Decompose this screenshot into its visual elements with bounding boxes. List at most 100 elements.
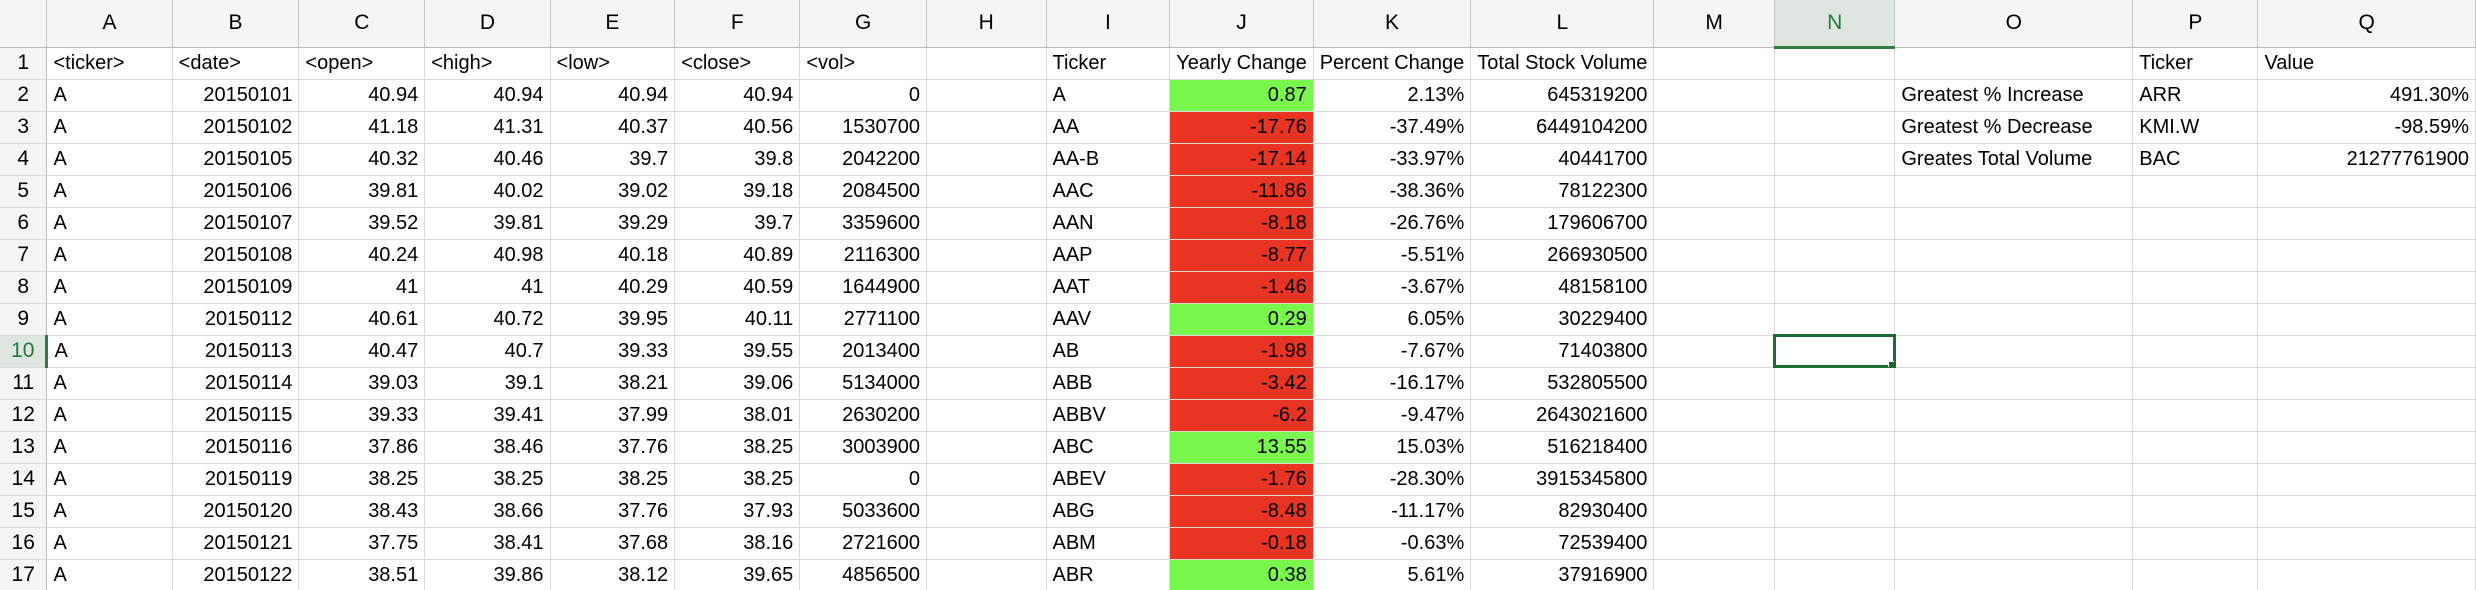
- cell-m3[interactable]: [1653, 111, 1775, 144]
- cell-k7[interactable]: -5.51%: [1313, 239, 1472, 272]
- cell-a3[interactable]: A: [46, 111, 173, 144]
- cell-h8[interactable]: [926, 271, 1047, 304]
- cell-p9[interactable]: [2132, 303, 2259, 336]
- cell-i6[interactable]: AAN: [1046, 207, 1171, 240]
- cell-i7[interactable]: AAP: [1046, 239, 1171, 272]
- cell-h1[interactable]: [926, 47, 1047, 80]
- cell-o14[interactable]: [1894, 463, 2134, 496]
- cell-i12[interactable]: ABBV: [1046, 399, 1171, 432]
- cell-c16[interactable]: 37.75: [298, 527, 426, 560]
- cell-f9[interactable]: 40.11: [674, 303, 801, 336]
- cell-a16[interactable]: A: [46, 527, 173, 560]
- cell-m6[interactable]: [1653, 207, 1775, 240]
- column-header-d[interactable]: D: [424, 0, 551, 48]
- row-header-3[interactable]: 3: [0, 111, 48, 144]
- cell-n14[interactable]: [1774, 463, 1896, 496]
- cell-b8[interactable]: 20150109: [172, 271, 300, 304]
- cell-m7[interactable]: [1653, 239, 1775, 272]
- cell-o8[interactable]: [1894, 271, 2134, 304]
- cell-n3[interactable]: [1774, 111, 1896, 144]
- cell-d10[interactable]: 40.7: [424, 335, 551, 368]
- cell-p11[interactable]: [2132, 367, 2259, 400]
- cell-l5[interactable]: 78122300: [1470, 175, 1655, 208]
- column-header-j[interactable]: J: [1169, 0, 1314, 48]
- cell-a11[interactable]: A: [46, 367, 173, 400]
- cell-k8[interactable]: -3.67%: [1313, 271, 1472, 304]
- cell-f7[interactable]: 40.89: [674, 239, 801, 272]
- row-header-12[interactable]: 12: [0, 399, 48, 432]
- cell-l4[interactable]: 40441700: [1470, 143, 1655, 176]
- cell-g14[interactable]: 0: [799, 463, 928, 496]
- cell-k11[interactable]: -16.17%: [1313, 367, 1472, 400]
- cell-o6[interactable]: [1894, 207, 2134, 240]
- row-header-15[interactable]: 15: [0, 495, 48, 528]
- cell-f6[interactable]: 39.7: [674, 207, 801, 240]
- cell-j6[interactable]: -8.18: [1169, 207, 1314, 240]
- cell-g16[interactable]: 2721600: [799, 527, 928, 560]
- cell-g2[interactable]: 0: [799, 79, 928, 112]
- cell-h12[interactable]: [926, 399, 1047, 432]
- cell-g8[interactable]: 1644900: [799, 271, 928, 304]
- cell-h16[interactable]: [926, 527, 1047, 560]
- cell-n12[interactable]: [1774, 399, 1896, 432]
- cell-a8[interactable]: A: [46, 271, 173, 304]
- cell-g1[interactable]: <vol>: [799, 47, 928, 80]
- cell-o17[interactable]: [1894, 559, 2134, 590]
- column-header-e[interactable]: E: [550, 0, 676, 48]
- cell-p12[interactable]: [2132, 399, 2259, 432]
- cell-n17[interactable]: [1774, 559, 1896, 590]
- cell-p6[interactable]: [2132, 207, 2259, 240]
- cell-d5[interactable]: 40.02: [424, 175, 551, 208]
- cell-c3[interactable]: 41.18: [298, 111, 426, 144]
- row-header-14[interactable]: 14: [0, 463, 48, 496]
- cell-b1[interactable]: <date>: [172, 47, 300, 80]
- cell-p13[interactable]: [2132, 431, 2259, 464]
- cell-c6[interactable]: 39.52: [298, 207, 426, 240]
- cell-q14[interactable]: [2257, 463, 2476, 496]
- select-all-corner[interactable]: [0, 0, 48, 48]
- cell-k2[interactable]: 2.13%: [1313, 79, 1472, 112]
- cell-j11[interactable]: -3.42: [1169, 367, 1314, 400]
- cell-c13[interactable]: 37.86: [298, 431, 426, 464]
- cell-l13[interactable]: 516218400: [1470, 431, 1655, 464]
- column-header-h[interactable]: H: [926, 0, 1047, 48]
- cell-f17[interactable]: 39.65: [674, 559, 801, 590]
- column-header-o[interactable]: O: [1894, 0, 2134, 48]
- cell-j14[interactable]: -1.76: [1169, 463, 1314, 496]
- cell-o13[interactable]: [1894, 431, 2134, 464]
- cell-k1[interactable]: Percent Change: [1313, 47, 1472, 80]
- cell-q2[interactable]: 491.30%: [2257, 79, 2476, 112]
- cell-e14[interactable]: 38.25: [550, 463, 676, 496]
- cell-d12[interactable]: 39.41: [424, 399, 551, 432]
- cell-b6[interactable]: 20150107: [172, 207, 300, 240]
- cell-g15[interactable]: 5033600: [799, 495, 928, 528]
- cell-d11[interactable]: 39.1: [424, 367, 551, 400]
- cell-i11[interactable]: ABB: [1046, 367, 1171, 400]
- cell-h11[interactable]: [926, 367, 1047, 400]
- cell-n5[interactable]: [1774, 175, 1896, 208]
- cell-d15[interactable]: 38.66: [424, 495, 551, 528]
- cell-i8[interactable]: AAT: [1046, 271, 1171, 304]
- cell-p15[interactable]: [2132, 495, 2259, 528]
- cell-o12[interactable]: [1894, 399, 2134, 432]
- cell-e2[interactable]: 40.94: [550, 79, 676, 112]
- cell-e9[interactable]: 39.95: [550, 303, 676, 336]
- row-header-8[interactable]: 8: [0, 271, 48, 304]
- cell-l8[interactable]: 48158100: [1470, 271, 1655, 304]
- cell-i9[interactable]: AAV: [1046, 303, 1171, 336]
- cell-n13[interactable]: [1774, 431, 1896, 464]
- cell-e6[interactable]: 39.29: [550, 207, 676, 240]
- cell-b17[interactable]: 20150122: [172, 559, 300, 590]
- cell-b10[interactable]: 20150113: [172, 335, 300, 368]
- cell-b2[interactable]: 20150101: [172, 79, 300, 112]
- cell-j3[interactable]: -17.76: [1169, 111, 1314, 144]
- cell-d14[interactable]: 38.25: [424, 463, 551, 496]
- cell-q4[interactable]: 21277761900: [2257, 143, 2476, 176]
- cell-j15[interactable]: -8.48: [1169, 495, 1314, 528]
- row-header-7[interactable]: 7: [0, 239, 48, 272]
- cell-b4[interactable]: 20150105: [172, 143, 300, 176]
- cell-o7[interactable]: [1894, 239, 2134, 272]
- cell-f10[interactable]: 39.55: [674, 335, 801, 368]
- cell-e7[interactable]: 40.18: [550, 239, 676, 272]
- fill-handle[interactable]: [1888, 360, 1894, 366]
